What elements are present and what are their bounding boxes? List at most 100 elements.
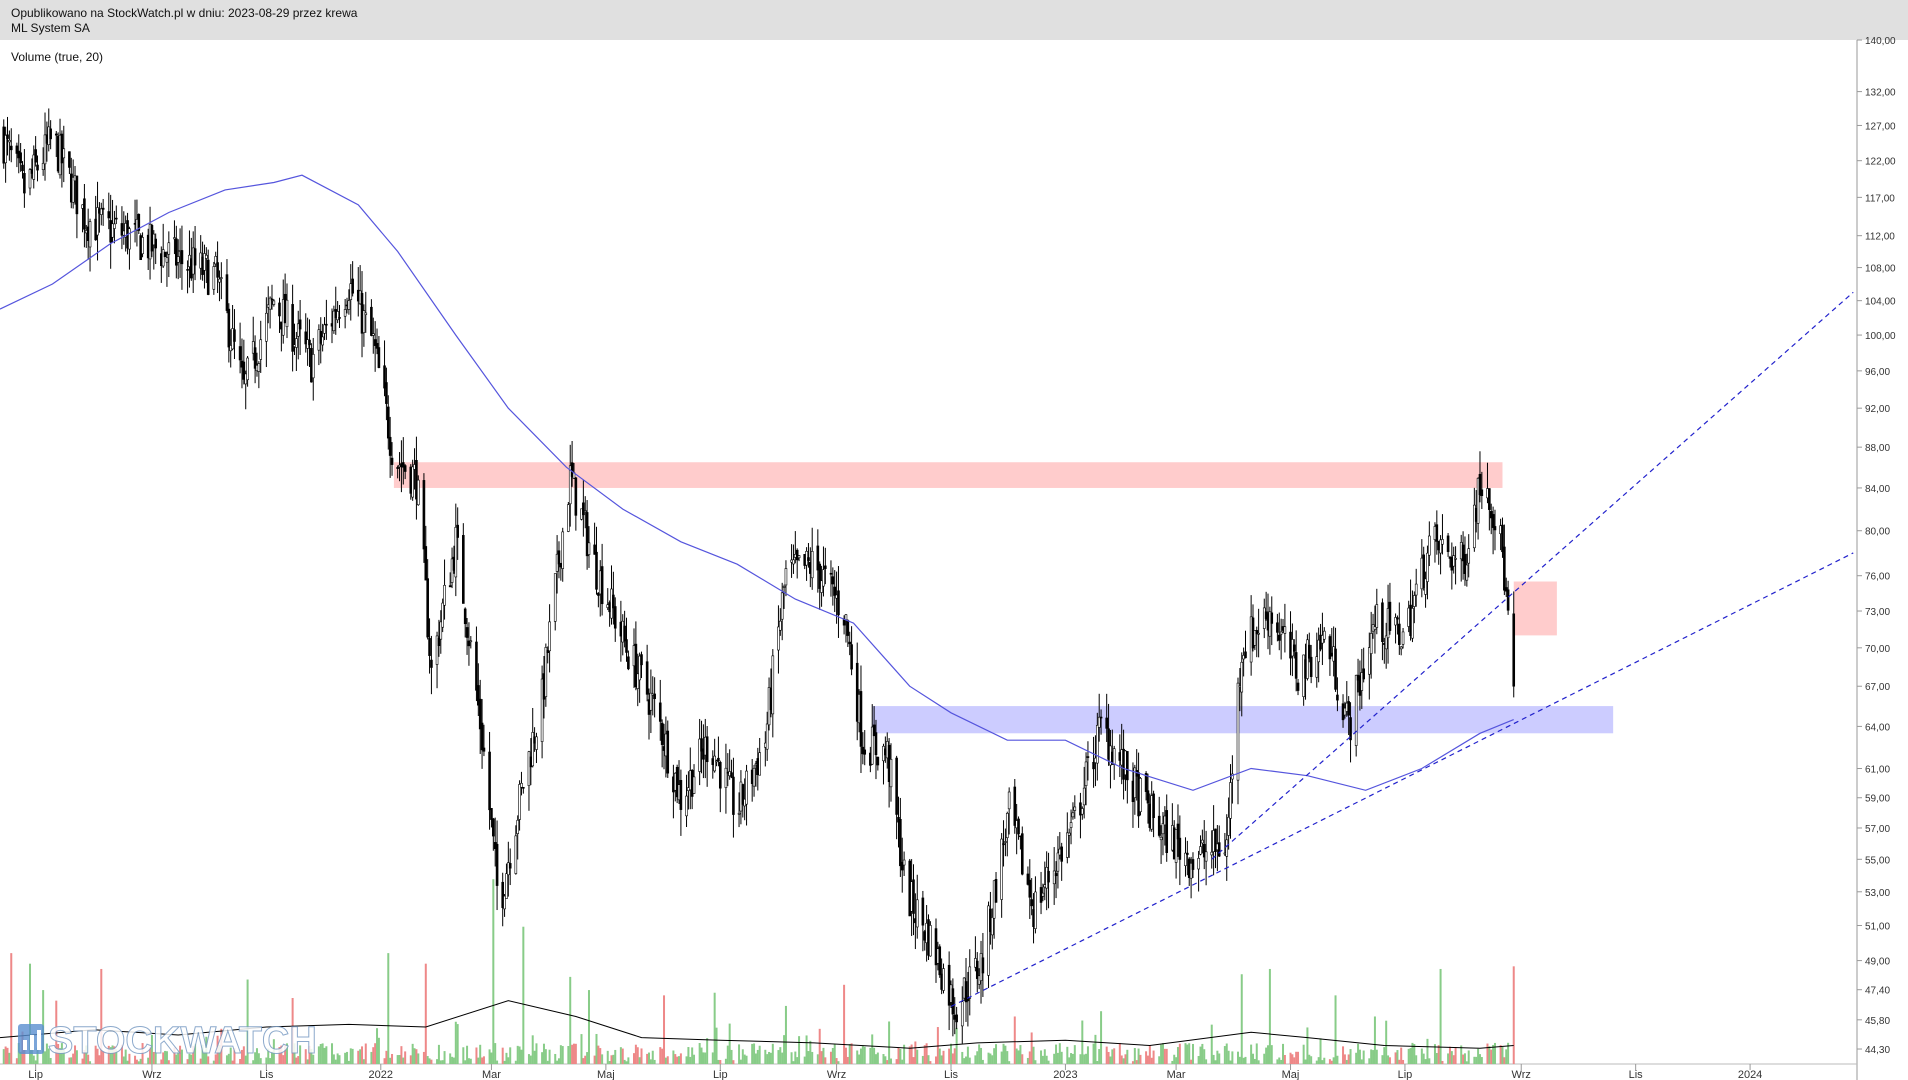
candle-body — [535, 736, 538, 750]
volume-bar — [829, 1051, 832, 1064]
volume-bar — [1428, 1058, 1431, 1064]
candle-body — [1373, 626, 1377, 630]
volume-bar — [633, 1053, 636, 1064]
candle-body — [837, 590, 840, 616]
candle-body — [872, 724, 876, 737]
candle-body — [561, 531, 565, 569]
candle-body — [1414, 583, 1418, 596]
volume-bar — [284, 1044, 287, 1064]
volume-bar — [861, 1046, 864, 1064]
candle-body — [548, 621, 551, 652]
volume-bar — [385, 1050, 388, 1064]
volume-bar — [1383, 1047, 1386, 1064]
candle-body — [19, 152, 22, 164]
volume-bar — [1190, 1059, 1193, 1064]
volume-bar — [417, 1053, 420, 1064]
candle-body — [416, 479, 420, 506]
volume-bar — [809, 1040, 812, 1064]
resistance-zone — [393, 462, 1503, 488]
candle-body — [698, 738, 701, 772]
candle-body — [347, 300, 351, 310]
candle-body — [480, 722, 484, 751]
candle-body — [1002, 843, 1005, 846]
candle-body — [587, 542, 591, 555]
volume-bar — [331, 1043, 334, 1064]
volume-bar — [139, 1058, 142, 1064]
volume-bar — [45, 1043, 48, 1064]
candle-body — [807, 557, 810, 561]
candle-body — [567, 504, 570, 532]
candle-body — [1294, 652, 1298, 679]
volume-bar — [1270, 1045, 1273, 1064]
candle-body — [638, 655, 641, 681]
candle-body — [364, 312, 368, 315]
candle-body — [1488, 488, 1491, 510]
candle-body — [257, 363, 261, 372]
volume-bar — [2, 1049, 5, 1064]
candle-body — [895, 757, 898, 815]
volume-bar — [246, 979, 249, 1064]
volume-bar — [923, 1045, 926, 1064]
volume-bar — [1357, 1043, 1360, 1064]
volume-bar — [1231, 1051, 1234, 1064]
volume-bar — [846, 1056, 849, 1064]
volume-bar — [777, 1050, 780, 1064]
volume-bar — [1265, 1047, 1268, 1064]
volume-bar — [466, 1045, 469, 1064]
volume-bar — [207, 1056, 210, 1064]
volume-bar — [1026, 1057, 1029, 1064]
volume-bar — [713, 992, 716, 1064]
candle-body — [323, 324, 326, 334]
volume-bar — [278, 1047, 281, 1064]
y-tick-label: 112,00 — [1865, 232, 1895, 243]
candle-body — [1375, 604, 1379, 628]
volume-bar — [1358, 1049, 1361, 1064]
candle-body — [75, 175, 79, 215]
candle-body — [373, 339, 377, 346]
volume-bar — [310, 1048, 313, 1064]
volume-bar — [888, 1021, 891, 1064]
candle-body — [675, 766, 679, 798]
volume-bar — [443, 1051, 446, 1064]
candle-body — [1452, 555, 1456, 567]
candle-body — [822, 569, 825, 587]
candle-body — [1144, 773, 1148, 792]
volume-bar — [1053, 1053, 1056, 1064]
volume-bar — [844, 1047, 847, 1064]
volume-bar — [338, 1055, 341, 1064]
volume-bar — [430, 1059, 433, 1064]
volume-bar — [72, 1053, 75, 1064]
volume-bar — [100, 968, 103, 1064]
candle-body — [784, 568, 788, 586]
volume-bar — [987, 1052, 990, 1064]
candle-body — [1165, 810, 1169, 854]
candle-body — [942, 968, 945, 991]
volume-bar — [361, 1046, 364, 1064]
volume-bar — [1492, 1044, 1495, 1064]
candle-body — [780, 592, 784, 620]
volume-bar — [751, 1043, 754, 1064]
volume-bar — [409, 1055, 412, 1064]
volume-bar — [1056, 1052, 1059, 1064]
volume-bar — [1413, 1044, 1416, 1064]
volume-bar — [514, 1060, 517, 1064]
y-tick-label: 92,00 — [1865, 404, 1890, 415]
volume-bar — [542, 1043, 545, 1064]
candle-body — [278, 302, 281, 317]
candle-body — [246, 357, 249, 381]
volume-bar — [574, 1043, 577, 1064]
candle-body — [463, 608, 467, 625]
volume-bar — [950, 1043, 953, 1064]
volume-bar — [520, 1049, 523, 1064]
volume-bar — [908, 1046, 911, 1064]
candle-body — [454, 526, 458, 578]
volume-bar — [1161, 1043, 1164, 1064]
volume-bar — [32, 1055, 35, 1064]
volume-bar — [693, 1054, 696, 1064]
candle-body — [1268, 611, 1272, 637]
volume-bar — [1178, 1043, 1181, 1064]
volume-bar — [1124, 1054, 1127, 1064]
volume-bar — [831, 1047, 834, 1064]
volume-bar — [546, 1060, 549, 1064]
